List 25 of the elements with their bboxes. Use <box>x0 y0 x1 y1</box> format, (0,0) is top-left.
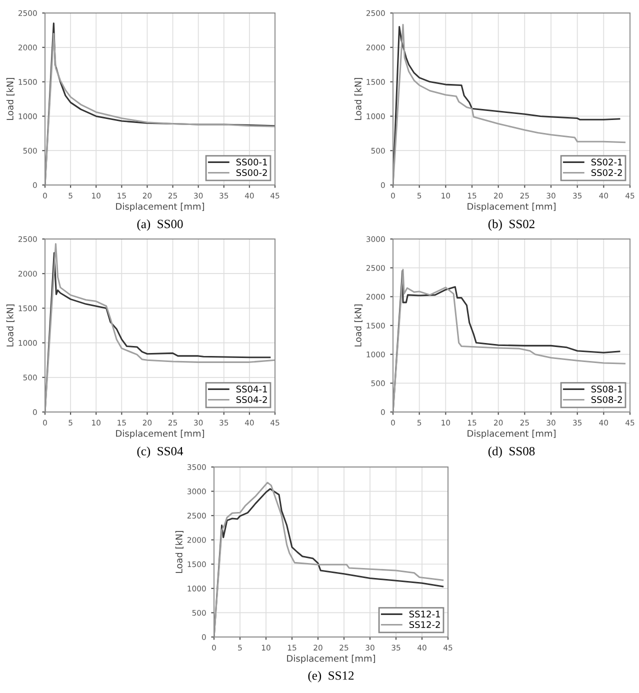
legend-label: SS04-2 <box>236 396 267 404</box>
text: (e) SS12 <box>308 671 354 682</box>
text: (c) SS04 <box>137 446 184 458</box>
y-axis-title: Load [kN] <box>175 531 184 573</box>
y-axis-title: Load [kN] <box>6 78 14 120</box>
x-axis-title: Displacement [mm] <box>116 430 204 439</box>
y-axis-title: Load [kN] <box>354 304 362 346</box>
text: (b) SS02 <box>488 219 534 231</box>
legend-label: SS08-1 <box>591 386 622 392</box>
legend-label: SS12-1 <box>409 610 440 618</box>
legend-label: SS00-1 <box>236 158 267 166</box>
y-axis-title: Load [kN] <box>354 78 362 120</box>
legend-label: SS02-1 <box>591 158 622 166</box>
x-axis-title: Displacement [mm] <box>468 202 556 212</box>
x-axis-title: Displacement [mm] <box>116 202 204 212</box>
y-axis-title: Load [kN] <box>6 304 14 346</box>
legend-label: SS00-2 <box>236 169 267 176</box>
legend-label: SS04-1 <box>236 386 267 392</box>
x-axis-title: Displacement [mm] <box>468 430 556 439</box>
text: (d) SS08 <box>488 446 535 458</box>
legend-label: SS08-2 <box>591 396 622 404</box>
text: (a) SS00 <box>137 219 183 231</box>
legend-label: SS12-2 <box>409 621 440 628</box>
x-axis-title: Displacement [mm] <box>287 654 376 664</box>
legend-label: SS02-2 <box>591 169 622 176</box>
